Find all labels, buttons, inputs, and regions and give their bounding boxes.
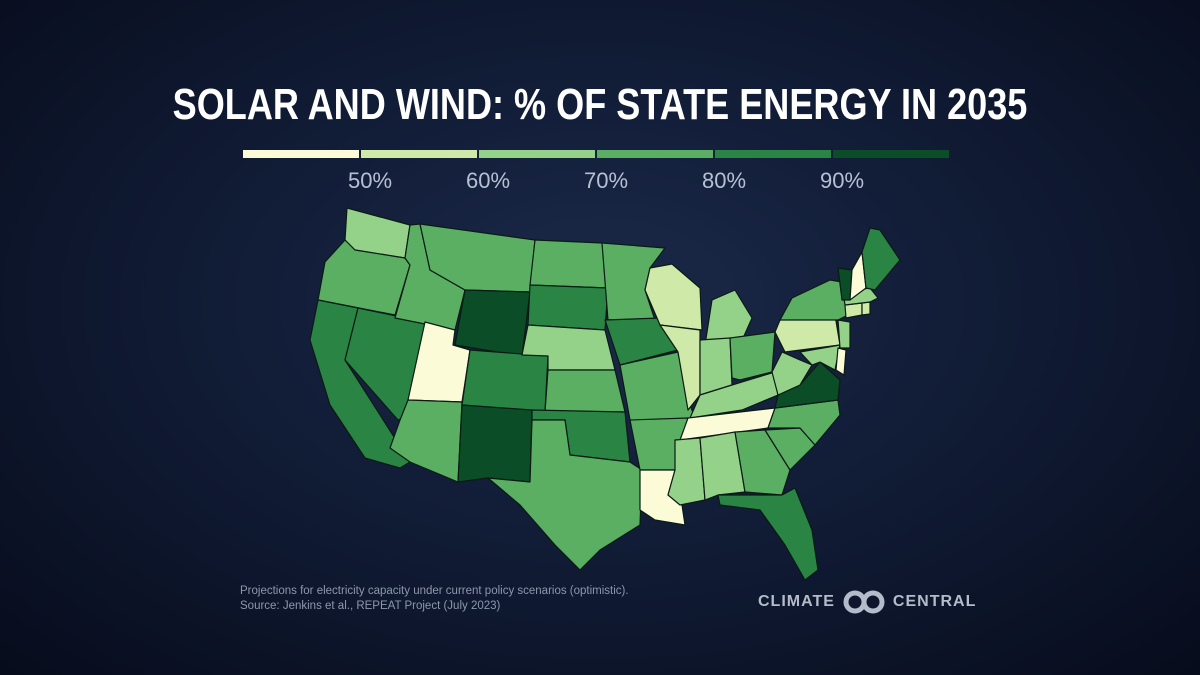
legend-swatch-bin-60-70	[479, 150, 595, 158]
state-ks	[544, 369, 626, 413]
page-title: SOLAR AND WIND: % OF STATE ENERGY IN 203…	[172, 80, 1028, 129]
state-oh	[729, 331, 776, 381]
logo-word-right: CENTRAL	[892, 593, 977, 610]
state-de	[835, 347, 847, 376]
legend-swatch-bin-50-60	[361, 150, 477, 158]
state-mi	[704, 289, 753, 346]
state-nm	[457, 404, 533, 483]
state-nj	[837, 319, 851, 349]
climate-central-logo: CLIMATE CENTRAL	[758, 590, 976, 614]
climate-central-logo-icon	[843, 590, 885, 614]
state-il	[659, 324, 701, 411]
legend-tick-90: 90%	[819, 168, 865, 193]
legend-tick-50: 50%	[347, 168, 393, 193]
logo-word-left: CLIMATE	[758, 593, 835, 610]
state-ny	[779, 279, 849, 321]
state-al	[699, 431, 746, 501]
state-co	[461, 349, 549, 413]
legend-tick-70: 70%	[583, 168, 629, 193]
state-wy	[454, 289, 531, 357]
state-me	[861, 227, 901, 291]
legend-tick-80: 80%	[701, 168, 747, 193]
state-sd	[527, 284, 609, 331]
state-ga	[734, 429, 791, 496]
legend-swatch-bin-below-50	[243, 150, 359, 158]
legend-swatch-bin-90-plus	[833, 150, 949, 158]
state-fl	[717, 487, 819, 581]
legend-tick-60: 60%	[465, 168, 511, 193]
state-ri	[861, 301, 871, 316]
footnote-method: Projections for electricity capacity und…	[240, 585, 629, 597]
state-pa	[774, 314, 841, 353]
state-wi	[644, 263, 703, 331]
state-md	[799, 344, 841, 371]
state-nd	[529, 239, 609, 289]
legend-swatch-bin-70-80	[597, 150, 713, 158]
legend-swatch-bin-80-90	[715, 150, 831, 158]
footnote-source: Source: Jenkins et al., REPEAT Project (…	[240, 600, 501, 612]
state-tx	[487, 419, 643, 571]
color-legend: 50% 60% 70% 80% 90%	[243, 150, 951, 210]
